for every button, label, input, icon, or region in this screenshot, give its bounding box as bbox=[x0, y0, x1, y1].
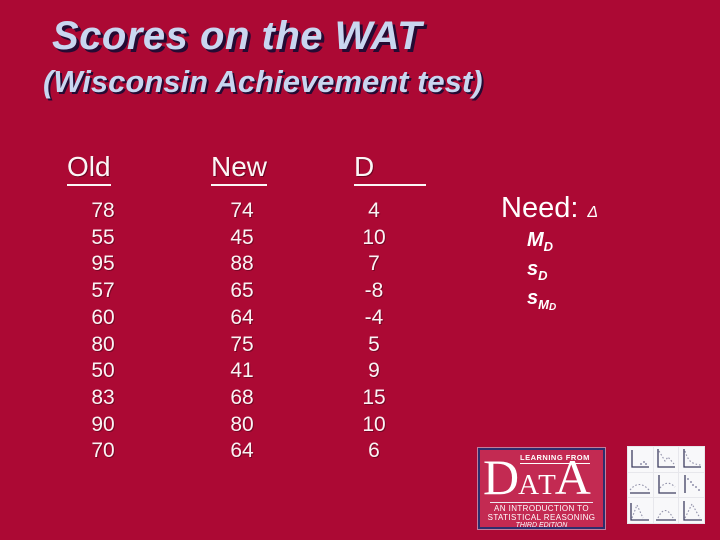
new-score: 41 bbox=[230, 359, 254, 383]
need-items-list: MD sD sMD bbox=[527, 226, 556, 313]
logo-edition-text: THIRD EDITION bbox=[515, 522, 568, 529]
new-score: 64 bbox=[230, 305, 254, 329]
column-header-new-label: New bbox=[211, 151, 268, 186]
old-score: 50 bbox=[91, 359, 115, 383]
mini-chart-scatter-low-icon bbox=[628, 447, 653, 472]
d-score: 4 bbox=[368, 199, 380, 222]
new-score: 88 bbox=[230, 252, 254, 276]
d-score: 5 bbox=[368, 332, 380, 356]
old-scores-column: 78 55 95 57 60 80 50 83 90 70 bbox=[71, 198, 135, 465]
old-score: 60 bbox=[91, 305, 115, 329]
new-score: 64 bbox=[230, 439, 254, 463]
new-score: 68 bbox=[230, 385, 254, 409]
need-label: Need: bbox=[501, 192, 579, 224]
old-score: 55 bbox=[91, 225, 115, 249]
need-item-subscript: D bbox=[543, 239, 554, 254]
new-score: 45 bbox=[230, 225, 254, 249]
d-score: 15 bbox=[362, 385, 386, 409]
delta-symbol: Δ bbox=[587, 204, 599, 221]
logo-letter: A bbox=[518, 469, 539, 501]
page-title: Scores on the WAT bbox=[52, 14, 423, 58]
difference-column: 4 10 7 -8 -4 5 9 15 10 6 bbox=[342, 198, 406, 465]
logo-learning-from-text: LEARNING FROM bbox=[520, 453, 590, 464]
old-score: 80 bbox=[91, 332, 115, 356]
new-score: 80 bbox=[230, 412, 254, 436]
need-item-base: M bbox=[527, 229, 544, 251]
mini-chart-bell-small-dots-icon bbox=[653, 498, 679, 523]
need-item-base: s bbox=[527, 287, 539, 309]
new-score: 75 bbox=[230, 332, 254, 356]
column-header-old: Old bbox=[67, 151, 111, 186]
new-score: 65 bbox=[230, 279, 254, 303]
logo-divider-line bbox=[490, 502, 593, 503]
old-score: 78 bbox=[91, 199, 115, 222]
logo-letter: A bbox=[554, 449, 591, 505]
page-subtitle: (Wisconsin Achievement test) bbox=[43, 64, 483, 99]
logo-letter: D bbox=[483, 449, 519, 505]
old-score: 57 bbox=[91, 279, 115, 303]
old-score: 95 bbox=[91, 252, 115, 276]
d-score: 10 bbox=[362, 225, 386, 249]
logo-letter: T bbox=[538, 469, 556, 501]
d-score: -8 bbox=[364, 279, 384, 303]
need-item-subscript: D bbox=[538, 268, 548, 283]
mini-chart-bell-dots-icon bbox=[628, 498, 653, 523]
need-item-se-mean-difference: sMD bbox=[527, 284, 556, 313]
need-item-sd-difference: sD bbox=[527, 255, 556, 284]
logo-tagline-line2: STATISTICAL REASONING bbox=[487, 513, 596, 522]
column-header-old-label: Old bbox=[67, 151, 111, 186]
old-score: 90 bbox=[91, 412, 115, 436]
column-header-d-label: D bbox=[354, 151, 426, 186]
chart-thumbnails-panel bbox=[627, 446, 705, 524]
mini-chart-arc-dots-icon bbox=[653, 472, 679, 498]
new-scores-column: 74 45 88 65 64 75 41 68 80 64 bbox=[210, 198, 274, 465]
d-score: 6 bbox=[368, 439, 380, 463]
logo-tagline-line1: AN INTRODUCTION TO bbox=[494, 504, 589, 513]
mini-chart-triangle-dots-icon bbox=[679, 498, 704, 523]
mini-chart-hump-line-icon bbox=[628, 472, 653, 498]
column-header-d: D bbox=[354, 151, 426, 186]
need-item-mean-difference: MD bbox=[527, 226, 556, 255]
d-score: -4 bbox=[364, 305, 384, 329]
mini-chart-zigzag-descending-icon bbox=[653, 447, 679, 472]
need-item-subscript: M bbox=[538, 297, 549, 312]
mini-chart-descending-dots-icon bbox=[679, 472, 704, 498]
d-score: 10 bbox=[362, 412, 386, 436]
new-score: 74 bbox=[230, 199, 254, 222]
old-score: 70 bbox=[91, 439, 115, 463]
mini-chart-decay-scatter-icon bbox=[679, 447, 704, 472]
old-score: 83 bbox=[91, 385, 115, 409]
d-score: 9 bbox=[368, 359, 380, 383]
need-item-subsubscript: D bbox=[548, 302, 557, 313]
column-header-new: New bbox=[211, 151, 268, 186]
need-heading: Need: Δ bbox=[501, 192, 598, 225]
d-score: 7 bbox=[368, 252, 380, 276]
need-item-base: s bbox=[527, 258, 539, 280]
